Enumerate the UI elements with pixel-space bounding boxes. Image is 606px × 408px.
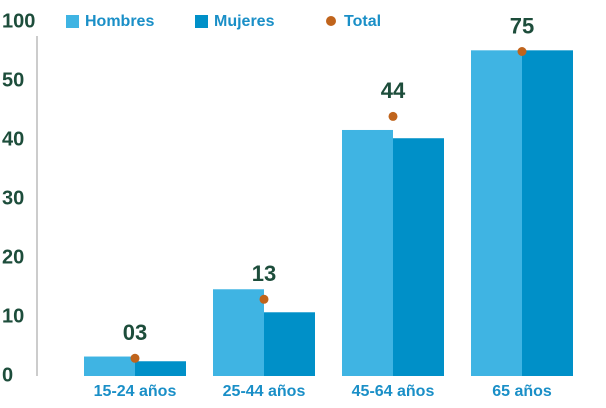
legend-swatch xyxy=(195,15,208,28)
legend-swatch xyxy=(326,16,336,26)
legend-label: Total xyxy=(344,13,381,30)
y-tick-label: 10 xyxy=(2,305,24,327)
value-label: 13 xyxy=(252,261,276,286)
bar xyxy=(84,356,135,376)
x-tick-label: 65 años xyxy=(492,383,552,400)
total-dot xyxy=(517,47,527,56)
total-dot xyxy=(388,111,398,121)
y-tick-label: 20 xyxy=(2,246,24,268)
legend-label: Hombres xyxy=(85,13,154,30)
legend-swatch xyxy=(66,15,79,28)
bar xyxy=(393,138,444,376)
x-tick-label: 45-64 años xyxy=(352,383,435,400)
bar xyxy=(522,50,573,376)
bar xyxy=(471,50,522,376)
value-label: 03 xyxy=(123,320,147,345)
bar xyxy=(264,312,315,376)
total-dot xyxy=(259,294,269,304)
x-tick-label: 25-44 años xyxy=(223,383,306,400)
y-tick-label: 0 xyxy=(2,364,13,386)
bar xyxy=(342,129,393,376)
bar xyxy=(135,361,186,376)
bar xyxy=(213,289,264,376)
value-label: 44 xyxy=(381,78,406,103)
y-tick-label: 100 xyxy=(2,10,35,32)
x-tick-label: 15-24 años xyxy=(94,383,177,400)
total-dot xyxy=(130,353,140,363)
y-tick-label: 30 xyxy=(2,187,24,209)
y-tick-label: 50 xyxy=(2,69,24,91)
y-tick-label: 40 xyxy=(2,128,24,150)
legend-label: Mujeres xyxy=(214,13,275,30)
value-label: 75 xyxy=(510,13,534,38)
